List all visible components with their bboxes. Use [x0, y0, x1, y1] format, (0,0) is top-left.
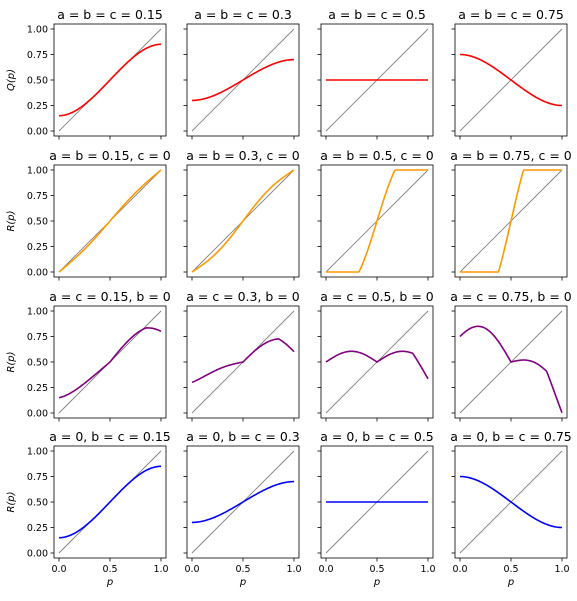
series-line: [326, 169, 428, 273]
x-tick-label: 0.5: [369, 564, 384, 575]
y-tick-label: 0.00: [27, 267, 48, 278]
panel-3-0: 0.00 0.25 0.50 0.75 1.00 0.0 0.5 1.0 a = 0, b = …: [6, 429, 171, 588]
x-axis-label: p: [239, 577, 246, 588]
panel-2-0: 0.00 0.25 0.50 0.75 1.00a = c = 0.15, b = 0 R…: [6, 289, 171, 422]
panel-title: a = 0, b = c = 0.3: [186, 429, 300, 444]
panel-title: a = b = c = 0.15: [57, 7, 163, 22]
y-tick-label: 0.50: [27, 497, 48, 508]
series-line: [459, 53, 563, 107]
x-tick-label: 1.0: [153, 564, 168, 575]
panel-0-3: a = b = c = 0.75: [451, 7, 568, 140]
x-tick-label: 0.0: [51, 564, 66, 575]
series-line: [191, 169, 295, 273]
y-axis-label: R(p): [6, 351, 17, 372]
y-tick-label: 0.75: [27, 472, 48, 483]
panel-title: a = b = 0.5, c = 0: [320, 148, 434, 163]
y-tick-label: 0.25: [27, 523, 48, 534]
panel-title: a = b = 0.75, c = 0: [450, 148, 572, 163]
x-tick-label: 0.5: [503, 564, 518, 575]
panel-title: a = c = 0.5, b = 0: [320, 289, 434, 304]
x-tick-label: 0.5: [102, 564, 117, 575]
panel-title: a = c = 0.3, b = 0: [186, 289, 300, 304]
panel-0-2: a = b = c = 0.5: [317, 7, 434, 140]
series-line: [58, 327, 162, 399]
y-tick-label: 1.00: [27, 446, 48, 457]
series-line: [459, 475, 563, 529]
y-tick-label: 0.50: [27, 357, 48, 368]
x-tick-label: 0.5: [235, 564, 250, 575]
panel-2-2: a = c = 0.5, b = 0: [317, 289, 434, 422]
y-tick-label: 0.00: [27, 548, 48, 559]
x-axis-label: p: [507, 577, 514, 588]
x-tick-label: 0.0: [452, 564, 467, 575]
panel-3-3: 0.0 0.5 1.0 a = 0, b = c = 0.75 p: [450, 429, 571, 588]
series-line: [191, 480, 295, 524]
panel-1-1: a = b = 0.3, c = 0: [183, 148, 300, 281]
y-axis-label: R(p): [6, 210, 17, 231]
y-tick-label: 0.25: [27, 242, 48, 253]
series-line: [191, 58, 295, 102]
series-line: [460, 169, 562, 273]
panel-title: a = c = 0.15, b = 0: [49, 289, 171, 304]
panel-2-1: a = c = 0.3, b = 0: [183, 289, 300, 422]
y-tick-label: 0.75: [27, 332, 48, 343]
y-tick-label: 0.75: [27, 191, 48, 202]
x-tick-label: 1.0: [420, 564, 435, 575]
panel-title: a = b = c = 0.75: [458, 7, 564, 22]
y-tick-label: 0.75: [27, 50, 48, 61]
series-line: [58, 465, 162, 539]
y-tick-label: 0.25: [27, 101, 48, 112]
panel-title: a = b = 0.15, c = 0: [49, 148, 171, 163]
y-tick-label: 1.00: [27, 24, 48, 35]
y-tick-label: 0.00: [27, 408, 48, 419]
series-line: [459, 325, 563, 414]
x-tick-label: 1.0: [554, 564, 569, 575]
panel-title: a = 0, b = c = 0.15: [49, 429, 170, 444]
x-axis-label: p: [373, 577, 380, 588]
y-tick-label: 1.00: [27, 165, 48, 176]
panel-0-1: a = b = c = 0.3: [183, 7, 300, 140]
panel-title: a = b = 0.3, c = 0: [186, 148, 300, 163]
panel-2-3: a = c = 0.75, b = 0: [450, 289, 572, 422]
y-tick-label: 0.25: [27, 383, 48, 394]
series-line: [58, 169, 162, 273]
panel-title: a = 0, b = c = 0.75: [450, 429, 571, 444]
y-tick-label: 0.00: [27, 126, 48, 137]
y-axis-label: R(p): [6, 491, 17, 512]
panel-1-2: a = b = 0.5, c = 0: [317, 148, 434, 281]
y-tick-label: 1.00: [27, 306, 48, 317]
x-tick-label: 0.0: [184, 564, 199, 575]
panel-0-0: 0.00 0.25 0.50 0.75 1.00 a = b = c = 0.15 Q(p): [6, 7, 167, 140]
series-line: [58, 43, 162, 117]
x-axis-label: p: [106, 577, 113, 588]
panel-3-1: 0.0 0.5 1.0 a = 0, b = c = 0.3 p: [183, 429, 302, 588]
panel-1-0: 0.00 0.25 0.50 0.75 1.00a = b = 0.15, c = 0 R…: [6, 148, 171, 281]
panel-title: a = b = c = 0.3: [194, 7, 292, 22]
y-axis-label: Q(p): [6, 69, 17, 91]
panel-1-3: a = b = 0.75, c = 0: [450, 148, 572, 281]
x-tick-label: 1.0: [286, 564, 301, 575]
panel-title: a = c = 0.75, b = 0: [450, 289, 572, 304]
x-tick-label: 0.0: [318, 564, 333, 575]
panel-title: a = 0, b = c = 0.5: [320, 429, 434, 444]
y-tick-label: 0.50: [27, 216, 48, 227]
series-line: [191, 338, 295, 384]
y-tick-label: 0.50: [27, 75, 48, 86]
series-line: [325, 350, 429, 380]
panel-title: a = b = c = 0.5: [328, 7, 426, 22]
panel-3-2: 0.0 0.5 1.0 a = 0, b = c = 0.5 p: [317, 429, 436, 588]
